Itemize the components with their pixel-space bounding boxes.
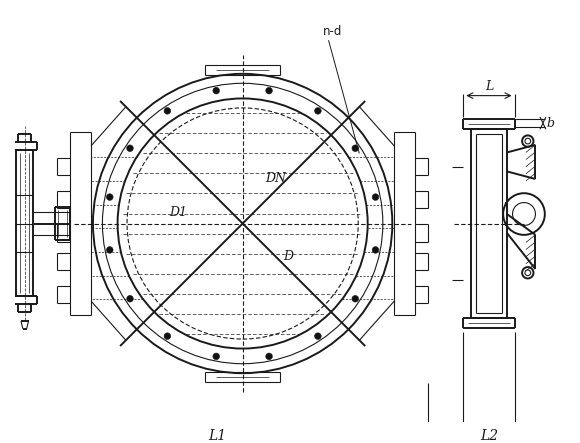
Circle shape	[126, 295, 133, 302]
Text: b: b	[546, 117, 554, 130]
Circle shape	[164, 333, 171, 339]
Text: DN: DN	[265, 171, 287, 185]
Circle shape	[266, 353, 273, 360]
Circle shape	[352, 295, 358, 302]
Text: n-d: n-d	[323, 25, 342, 38]
Circle shape	[126, 145, 133, 152]
Circle shape	[314, 333, 321, 339]
Text: L1: L1	[208, 429, 227, 443]
Circle shape	[107, 247, 113, 253]
Circle shape	[107, 194, 113, 200]
Circle shape	[164, 108, 171, 114]
Text: D: D	[283, 250, 293, 263]
Circle shape	[213, 87, 219, 94]
Circle shape	[372, 194, 379, 200]
Circle shape	[266, 87, 273, 94]
Text: L: L	[485, 80, 493, 93]
Circle shape	[352, 145, 358, 152]
Circle shape	[372, 247, 379, 253]
Text: D1: D1	[169, 206, 187, 219]
Circle shape	[213, 353, 219, 360]
Text: L2: L2	[480, 429, 498, 443]
Circle shape	[314, 108, 321, 114]
